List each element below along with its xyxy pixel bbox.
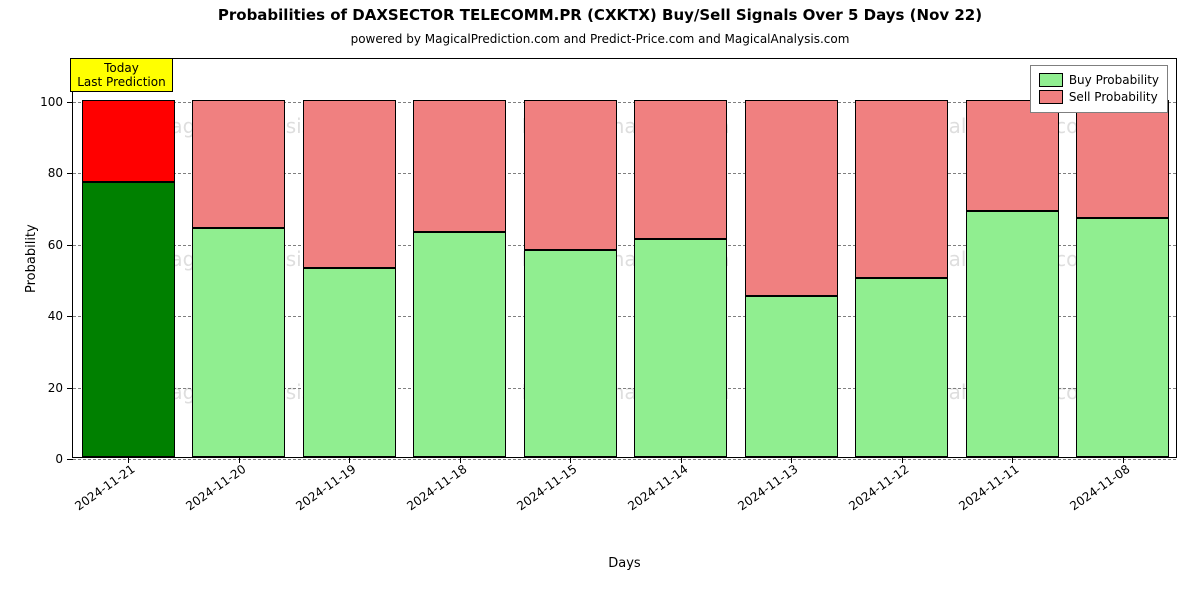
buy-bar [966,211,1059,457]
legend-swatch [1039,73,1063,87]
bar-group [1076,57,1169,457]
today-annotation: Today Last Prediction [70,58,172,92]
sell-bar [82,100,175,182]
bar-group [413,57,506,457]
bars-layer [73,59,1176,457]
plot-area: MagicalAnalysis.comMagicalAnalysis.comMa… [72,58,1177,458]
legend-label: Sell Probability [1069,89,1158,106]
x-tick-label: 2024-11-08 [1064,457,1133,513]
buy-bar [524,250,617,457]
y-tick-label: 60 [48,238,73,252]
y-axis-label: Probability [24,224,39,293]
legend-swatch [1039,90,1063,104]
y-tick-label: 20 [48,381,73,395]
x-tick-label: 2024-11-18 [401,457,470,513]
x-axis-label: Days [72,556,1177,571]
sell-bar [855,100,948,279]
chart-container: Probabilities of DAXSECTOR TELECOMM.PR (… [0,0,1200,600]
buy-bar [303,268,396,457]
bar-group [82,57,175,457]
chart-subtitle: powered by MagicalPrediction.com and Pre… [0,32,1200,46]
y-tick-label: 80 [48,166,73,180]
legend: Buy ProbabilitySell Probability [1030,65,1168,113]
x-tick-label: 2024-11-12 [843,457,912,513]
bar-group [855,57,948,457]
buy-bar [82,182,175,457]
x-tick-label: 2024-11-21 [69,457,138,513]
bar-group [745,57,838,457]
legend-label: Buy Probability [1069,72,1159,89]
legend-item: Sell Probability [1039,89,1159,106]
bar-group [634,57,727,457]
x-tick-label: 2024-11-19 [290,457,359,513]
bar-group [192,57,285,457]
sell-bar [634,100,727,239]
x-tick-label: 2024-11-14 [622,457,691,513]
sell-bar [192,100,285,229]
y-tick-label: 0 [55,452,73,466]
x-tick-label: 2024-11-13 [732,457,801,513]
chart-title: Probabilities of DAXSECTOR TELECOMM.PR (… [0,6,1200,24]
sell-bar [1076,100,1169,218]
x-tick-label: 2024-11-11 [953,457,1022,513]
x-tick-label: 2024-11-20 [180,457,249,513]
buy-bar [855,278,948,457]
bar-group [303,57,396,457]
x-tick-label: 2024-11-15 [511,457,580,513]
sell-bar [303,100,396,268]
bar-group [966,57,1059,457]
sell-bar [745,100,838,296]
bar-group [524,57,617,457]
buy-bar [634,239,727,457]
y-tick-label: 100 [40,95,73,109]
buy-bar [192,228,285,457]
buy-bar [413,232,506,457]
legend-item: Buy Probability [1039,72,1159,89]
buy-bar [745,296,838,457]
annotation-line2: Last Prediction [77,75,165,89]
sell-bar [413,100,506,232]
sell-bar [966,100,1059,211]
annotation-line1: Today [77,61,165,75]
y-tick-label: 40 [48,309,73,323]
sell-bar [524,100,617,250]
buy-bar [1076,218,1169,457]
